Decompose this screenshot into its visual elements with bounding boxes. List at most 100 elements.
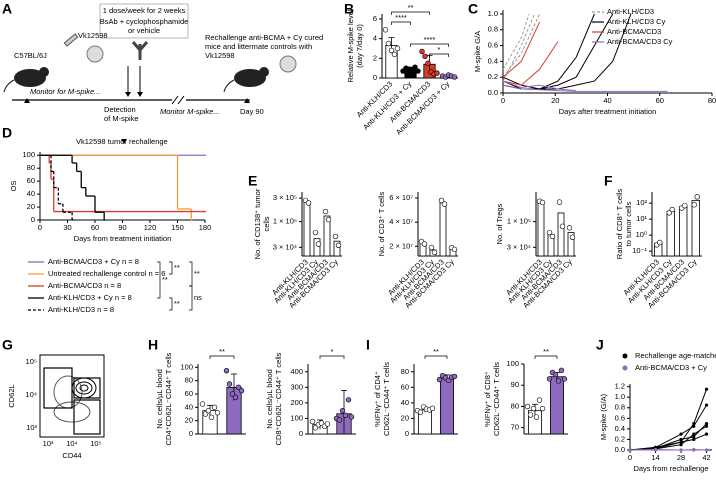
data-point bbox=[691, 202, 697, 208]
x-tick-label: 60 bbox=[91, 223, 99, 232]
y-tick-label: 100 bbox=[290, 413, 303, 422]
x-tick-label: 0 bbox=[501, 96, 505, 105]
data-point bbox=[669, 206, 675, 213]
data-point bbox=[552, 371, 559, 378]
data-point bbox=[692, 432, 696, 436]
y-axis-label: cells bbox=[262, 216, 271, 231]
y-tick-label: 40 bbox=[27, 189, 35, 198]
y-axis-label: %IFNγ⁺ of CD8⁺ bbox=[483, 371, 492, 427]
panel-label: F bbox=[604, 173, 613, 189]
y-axis-label: No. of CD3⁺ T cells bbox=[377, 191, 386, 256]
y-tick-label: 1 × 10⁵ bbox=[273, 217, 297, 226]
rechallenge-label: Vk12598 bbox=[205, 51, 235, 60]
y-tick-label: 4 bbox=[373, 34, 377, 43]
schematic: C57BL/6J Vk12598 1 dose/week for 2 weeks… bbox=[3, 3, 323, 123]
x-tick-label: 30 bbox=[63, 223, 71, 232]
y-tick-label: 20 bbox=[401, 413, 409, 422]
significance-label: ** bbox=[408, 3, 414, 12]
significance-bracket bbox=[169, 297, 173, 311]
monitor-label: Monitor for M-spike... bbox=[30, 87, 100, 96]
y-tick-label: 60 bbox=[27, 176, 35, 185]
data-point bbox=[202, 411, 209, 417]
y-tick-label: 10⁰ bbox=[636, 230, 647, 239]
bar bbox=[313, 238, 321, 257]
y-tick-label: 2 × 10⁷ bbox=[389, 241, 413, 250]
legend-label: Rechallenge age-matched controls bbox=[635, 351, 716, 360]
series-line bbox=[502, 80, 577, 92]
significance-bracket bbox=[391, 21, 411, 25]
y-tick-label: 10¹ bbox=[636, 214, 647, 223]
y-tick-label: 100 bbox=[506, 359, 519, 368]
y-tick-label: 100 bbox=[22, 150, 35, 159]
y-axis-label: M-spike (G/A) bbox=[599, 393, 608, 440]
significance-label: ** bbox=[219, 347, 225, 356]
data-point bbox=[566, 225, 573, 231]
y-axis-label: Ratio of CD8⁺ T cells bbox=[615, 189, 624, 260]
data-point bbox=[441, 201, 448, 207]
data-point bbox=[666, 210, 672, 216]
strain-label: C57BL/6J bbox=[14, 51, 47, 60]
data-point bbox=[682, 202, 688, 209]
tumor-label: Vk12598 bbox=[78, 31, 108, 40]
y-tick-label: 70 bbox=[511, 423, 519, 432]
annotation: Vk12598 tumor rechallenge bbox=[76, 137, 168, 146]
y-tick-label: 1.0 bbox=[615, 392, 625, 401]
legend-label: Anti-KLH/CD3 + Cy n = 8 bbox=[48, 293, 132, 302]
data-point bbox=[657, 239, 663, 246]
data-point bbox=[679, 437, 683, 442]
legend-label: Anti-BCMA/CD3 Cy bbox=[607, 37, 673, 46]
significance-label: * bbox=[438, 45, 441, 54]
series-line bbox=[502, 41, 559, 86]
data-point bbox=[431, 249, 438, 256]
data-point bbox=[694, 194, 700, 200]
data-point bbox=[628, 448, 632, 452]
bar bbox=[323, 215, 331, 257]
x-tick-label: 0 bbox=[628, 453, 632, 462]
data-point bbox=[704, 387, 709, 391]
contour bbox=[75, 381, 93, 395]
x-tick-label: 120 bbox=[144, 223, 157, 232]
data-point bbox=[692, 447, 696, 452]
x-tick-label: 28 bbox=[677, 453, 685, 462]
data-point bbox=[309, 418, 316, 425]
y-tick-label: 0 bbox=[31, 215, 35, 224]
bar bbox=[439, 377, 454, 435]
y-tick-label: 0.4 bbox=[615, 424, 625, 433]
data-point bbox=[556, 199, 563, 205]
y-tick-label: 0.0 bbox=[488, 88, 498, 97]
dosing-label: 1 dose/week for 2 weeks bbox=[103, 6, 186, 15]
x-tick-label: 40 bbox=[603, 96, 611, 105]
data-point bbox=[428, 244, 435, 251]
bar bbox=[679, 206, 688, 257]
series-line bbox=[502, 84, 668, 92]
bar bbox=[439, 202, 447, 257]
significance-label: * bbox=[331, 347, 334, 356]
data-point bbox=[335, 242, 342, 249]
mouse-head bbox=[259, 67, 269, 77]
rechallenge-marker bbox=[121, 139, 127, 144]
detection-label: Detection bbox=[104, 105, 136, 114]
data-point bbox=[345, 397, 352, 403]
y-tick-label: 20 bbox=[27, 202, 35, 211]
data-point bbox=[704, 432, 709, 436]
panel-label: D bbox=[2, 125, 12, 141]
data-point bbox=[524, 403, 531, 410]
x-tick-label: 10⁵ bbox=[90, 439, 101, 448]
tumor-cells bbox=[86, 45, 104, 63]
data-point bbox=[214, 409, 221, 416]
series-line bbox=[629, 425, 707, 451]
data-point bbox=[539, 199, 546, 206]
significance-bracket bbox=[319, 355, 345, 359]
y-tick-label: 80 bbox=[401, 367, 409, 376]
data-point bbox=[451, 74, 458, 80]
legend-label: Anti-KLH/CD3 n = 8 bbox=[48, 305, 114, 314]
data-point bbox=[415, 68, 421, 74]
data-point bbox=[530, 405, 537, 412]
y-tick-label: 90 bbox=[511, 380, 519, 389]
y-tick-label: 80 bbox=[27, 163, 35, 172]
x-tick-label: 90 bbox=[118, 223, 126, 232]
data-point bbox=[336, 417, 343, 423]
data-point bbox=[679, 443, 683, 447]
panel-label: C bbox=[468, 1, 478, 17]
panel-label: H bbox=[148, 337, 158, 353]
